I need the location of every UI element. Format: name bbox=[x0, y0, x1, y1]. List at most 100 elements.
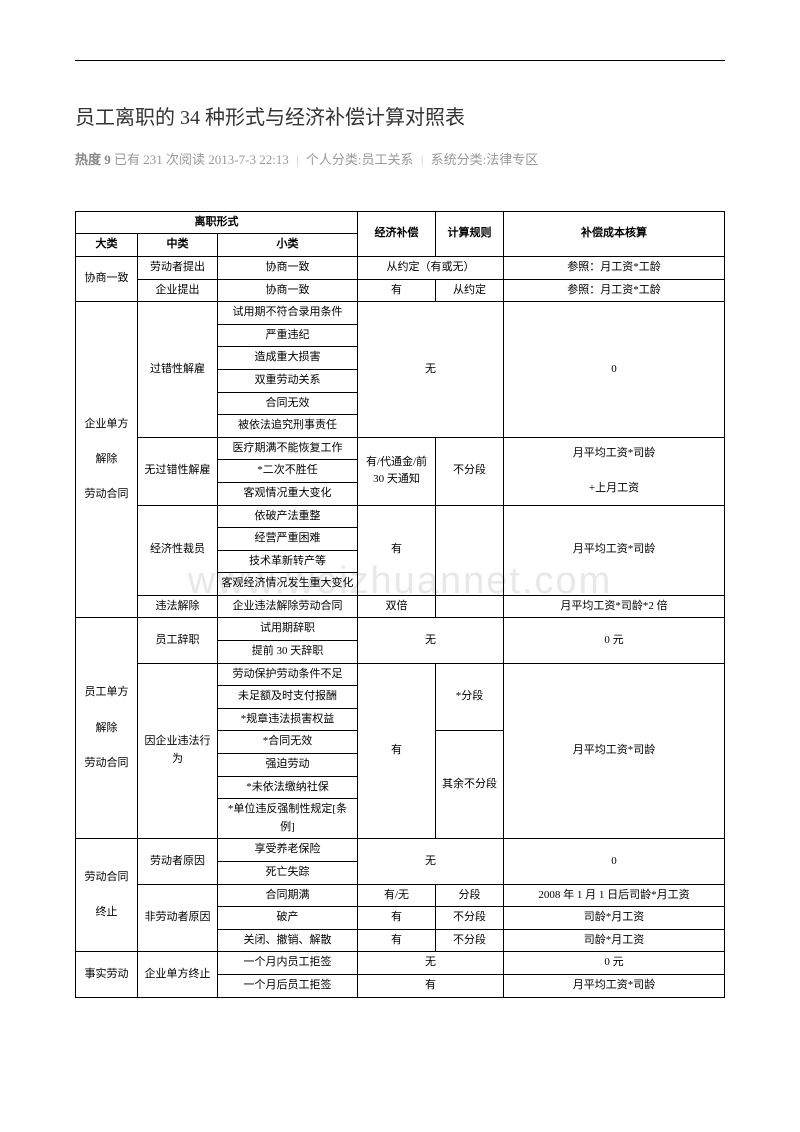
econ: 无 bbox=[358, 302, 504, 438]
cat-small: 造成重大损害 bbox=[218, 347, 358, 370]
sep-icon: | bbox=[421, 152, 424, 167]
econ: 有 bbox=[358, 505, 436, 595]
cat-small: *规章违法损害权益 bbox=[218, 708, 358, 731]
cat-mid: 企业提出 bbox=[138, 279, 218, 302]
cat-small: 提前 30 天辞职 bbox=[218, 641, 358, 664]
page-title: 员工离职的 34 种形式与经济补偿计算对照表 bbox=[75, 101, 725, 130]
cost: 0 bbox=[504, 839, 725, 884]
cat-small: 双重劳动关系 bbox=[218, 369, 358, 392]
header-group: 离职形式 bbox=[76, 211, 358, 234]
rule: 不分段 bbox=[436, 907, 504, 930]
cost: 2008 年 1 月 1 日后司龄*月工资 bbox=[504, 884, 725, 907]
cat-small: *二次不胜任 bbox=[218, 460, 358, 483]
cat-small: 企业违法解除劳动合同 bbox=[218, 595, 358, 618]
cat-small: 协商一致 bbox=[218, 256, 358, 279]
meta-block: 热度 9 已有 231 次阅读 2013-7-3 22:13 | 个人分类:员工… bbox=[75, 150, 725, 171]
cat-small: 经营严重困难 bbox=[218, 528, 358, 551]
cost: 月平均工资*司龄 bbox=[504, 505, 725, 595]
cat-small: *未依法缴纳社保 bbox=[218, 776, 358, 799]
cat-small: 破产 bbox=[218, 907, 358, 930]
cat-small: 依破产法重整 bbox=[218, 505, 358, 528]
cat-personal-label: 个人分类: bbox=[306, 152, 362, 167]
cost: 月平均工资*司龄 bbox=[504, 974, 725, 997]
econ: 有 bbox=[358, 907, 436, 930]
rule: *分段 bbox=[436, 663, 504, 731]
reads: 已有 231 次阅读 bbox=[114, 152, 205, 167]
cat-big: 协商一致 bbox=[76, 256, 138, 301]
cat-small: 合同期满 bbox=[218, 884, 358, 907]
rule: 分段 bbox=[436, 884, 504, 907]
econ: 无 bbox=[358, 839, 504, 884]
header-cost: 补偿成本核算 bbox=[504, 211, 725, 256]
datetime: 2013-7-3 22:13 bbox=[208, 152, 289, 167]
econ: 双倍 bbox=[358, 595, 436, 618]
rule: 不分段 bbox=[436, 929, 504, 952]
rule: 从约定 bbox=[436, 279, 504, 302]
cat-small: 死亡失踪 bbox=[218, 862, 358, 885]
cat-mid: 无过错性解雇 bbox=[138, 437, 218, 505]
cat-system-label: 系统分类: bbox=[431, 152, 487, 167]
cat-big: 事实劳动 bbox=[76, 952, 138, 997]
econ: 有 bbox=[358, 929, 436, 952]
econ: 有/代通金/前 30 天通知 bbox=[358, 437, 436, 505]
cat-small: 合同无效 bbox=[218, 392, 358, 415]
cost: 0 bbox=[504, 302, 725, 438]
compensation-table: 离职形式 经济补偿 计算规则 补偿成本核算 大类 中类 小类 协商一致 劳动者提… bbox=[75, 211, 725, 998]
cat-personal: 员工关系 bbox=[362, 152, 414, 167]
cat-small: 协商一致 bbox=[218, 279, 358, 302]
sep-icon: | bbox=[296, 152, 299, 167]
cost: 参照：月工资*工龄 bbox=[504, 279, 725, 302]
cat-small: 未足额及时支付报酬 bbox=[218, 686, 358, 709]
econ: 有/无 bbox=[358, 884, 436, 907]
cat-small: 技术革新转产等 bbox=[218, 550, 358, 573]
cat-mid: 因企业违法行为 bbox=[138, 663, 218, 839]
cat-small: 客观情况重大变化 bbox=[218, 482, 358, 505]
cat-small: 试用期辞职 bbox=[218, 618, 358, 641]
cost: 月平均工资*司龄 +上月工资 bbox=[504, 437, 725, 505]
cat-mid: 违法解除 bbox=[138, 595, 218, 618]
econ: 无 bbox=[358, 952, 504, 975]
cat-small: 被依法追究刑事责任 bbox=[218, 415, 358, 438]
cat-small: 一个月内员工拒签 bbox=[218, 952, 358, 975]
cost: 司龄*月工资 bbox=[504, 907, 725, 930]
cat-big: 员工单方 解除 劳动合同 bbox=[76, 618, 138, 839]
cost: 月平均工资*司龄 bbox=[504, 663, 725, 839]
cat-big: 劳动合同 终止 bbox=[76, 839, 138, 952]
cat-mid: 非劳动者原因 bbox=[138, 884, 218, 952]
cat-mid: 劳动者原因 bbox=[138, 839, 218, 884]
cost: 参照：月工资*工龄 bbox=[504, 256, 725, 279]
cat-big: 企业单方 解除 劳动合同 bbox=[76, 302, 138, 618]
rule: 其余不分段 bbox=[436, 731, 504, 839]
heat-label: 热度 bbox=[75, 152, 101, 167]
header-small: 小类 bbox=[218, 234, 358, 257]
rule: 不分段 bbox=[436, 437, 504, 505]
econ: 从约定（有或无） bbox=[358, 256, 504, 279]
cat-small: 享受养老保险 bbox=[218, 839, 358, 862]
header-mid: 中类 bbox=[138, 234, 218, 257]
cost: 月平均工资*司龄*2 倍 bbox=[504, 595, 725, 618]
header-rule: 计算规则 bbox=[436, 211, 504, 256]
heat-value: 9 bbox=[104, 152, 111, 167]
cat-small: 强迫劳动 bbox=[218, 754, 358, 777]
rule bbox=[436, 595, 504, 618]
top-rule bbox=[75, 60, 725, 61]
header-big: 大类 bbox=[76, 234, 138, 257]
cat-small: 客观经济情况发生重大变化 bbox=[218, 573, 358, 596]
cat-small: *单位违反强制性规定[条例] bbox=[218, 799, 358, 839]
cat-mid: 企业单方终止 bbox=[138, 952, 218, 997]
header-econ: 经济补偿 bbox=[358, 211, 436, 256]
cat-mid: 经济性裁员 bbox=[138, 505, 218, 595]
cost: 0 元 bbox=[504, 618, 725, 663]
cost: 司龄*月工资 bbox=[504, 929, 725, 952]
cat-small: 关闭、撤销、解散 bbox=[218, 929, 358, 952]
econ: 有 bbox=[358, 974, 504, 997]
cost: 0 元 bbox=[504, 952, 725, 975]
econ: 有 bbox=[358, 279, 436, 302]
cat-mid: 劳动者提出 bbox=[138, 256, 218, 279]
rule bbox=[436, 505, 504, 595]
cat-small: 劳动保护劳动条件不足 bbox=[218, 663, 358, 686]
cat-small: 严重违纪 bbox=[218, 324, 358, 347]
cat-system: 法律专区 bbox=[486, 152, 538, 167]
cat-mid: 过错性解雇 bbox=[138, 302, 218, 438]
cat-small: 医疗期满不能恢复工作 bbox=[218, 437, 358, 460]
